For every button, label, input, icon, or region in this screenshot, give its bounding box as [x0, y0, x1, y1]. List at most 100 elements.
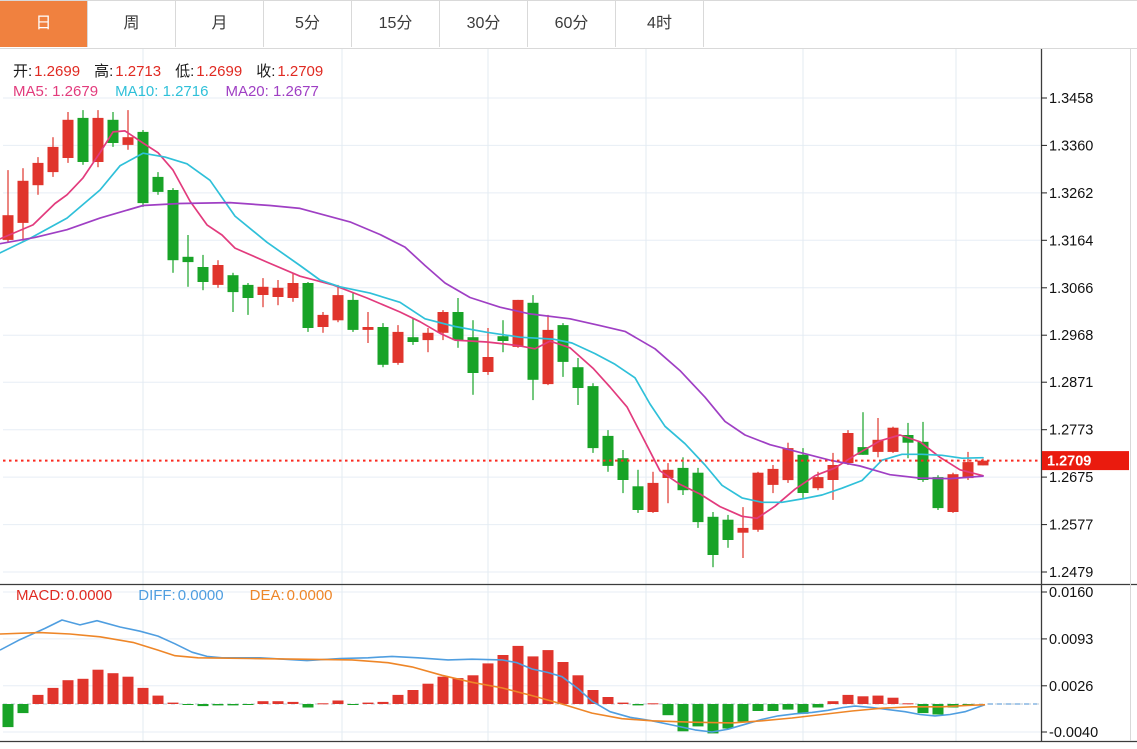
ma-label-ma20: MA20: 1.2677	[225, 83, 319, 100]
macd-histogram-bar	[482, 663, 494, 704]
macd-histogram-bar	[422, 683, 434, 704]
macd-histogram-bar	[857, 696, 869, 704]
macd-histogram-bar	[812, 704, 824, 708]
macd-histogram-bar	[272, 701, 284, 704]
candle-body	[902, 435, 914, 443]
ohlc-item-1: 高: 1.2713	[94, 63, 162, 80]
macd-histogram-bar	[92, 669, 104, 704]
candle-body	[782, 448, 794, 481]
macd-histogram-bar	[137, 687, 149, 704]
macd-histogram-bar	[887, 697, 899, 704]
candle-body	[842, 433, 854, 463]
candle-body	[347, 299, 359, 330]
candle-body	[212, 265, 224, 285]
candle-body	[722, 519, 734, 540]
tab-60min[interactable]: 60分	[528, 1, 616, 47]
macd-histogram-bar	[317, 703, 329, 705]
ma-readout: MA5: 1.2679 MA10: 1.2716 MA20: 1.2677	[13, 83, 319, 100]
macd-histogram-bar	[62, 680, 74, 704]
tab-weekly[interactable]: 周	[88, 1, 176, 47]
macd-histogram-bar	[212, 704, 224, 706]
macd-histogram-bar	[122, 676, 134, 704]
macd-histogram-bar	[737, 704, 749, 722]
macd-histogram-bar	[167, 702, 179, 704]
macd-histogram-bar	[617, 702, 629, 704]
current-price-tag-label: 1.2709	[1047, 454, 1091, 470]
axis-tick-label: 1.3458	[1049, 91, 1093, 107]
candle-body	[422, 332, 434, 341]
axis-tick-label: 1.2675	[1049, 470, 1093, 486]
macd-histogram-bar	[677, 704, 689, 732]
tab-monthly[interactable]: 月	[176, 1, 264, 47]
candle-body	[497, 336, 509, 341]
candle-body	[512, 299, 524, 347]
tab-4hour[interactable]: 4时	[616, 1, 704, 47]
macd-histogram-bar	[257, 701, 269, 704]
candle-body	[617, 458, 629, 480]
macd-histogram-bar	[872, 695, 884, 704]
diff-line	[0, 619, 986, 733]
candle-body	[962, 462, 974, 479]
axis-tick-label: 1.2968	[1049, 328, 1093, 344]
candle-body	[32, 162, 44, 186]
ohlc-readout: 开: 1.2699 高: 1.2713 低: 1.2699 收: 1.2709	[13, 60, 323, 81]
macd-histogram-bar	[797, 704, 809, 714]
candle-body	[887, 427, 899, 452]
macd-histogram-bar	[302, 704, 314, 708]
axis-tick-label: 1.3164	[1049, 233, 1093, 249]
candle-body	[602, 435, 614, 466]
macd-histogram-bar	[437, 676, 449, 704]
candle-body	[572, 367, 584, 388]
candle-body	[362, 327, 374, 330]
macd-histogram-bar	[602, 697, 614, 704]
macd-histogram-bar	[917, 704, 929, 714]
candle-body	[92, 117, 104, 162]
candle-body	[122, 137, 134, 145]
candle-body	[17, 180, 29, 223]
candle-body	[677, 467, 689, 491]
candle-body	[257, 286, 269, 295]
macd-histogram-bar	[407, 690, 419, 704]
candle-body	[692, 472, 704, 523]
macd-histogram-bar	[497, 655, 509, 704]
ma5-line	[0, 130, 984, 520]
candle-body	[227, 275, 239, 293]
macd-histogram-bar	[17, 704, 29, 714]
axis-tick-label: 0.0093	[1049, 632, 1093, 648]
macd-histogram-bar	[647, 703, 659, 705]
macd-histogram-bar	[182, 704, 194, 705]
candle-body	[662, 469, 674, 478]
candle-body	[287, 283, 299, 298]
macd-histogram-bar	[107, 673, 119, 704]
macd-histogram-bar	[782, 704, 794, 710]
macd-histogram-bar	[707, 704, 719, 734]
macd-histogram-bar	[32, 694, 44, 704]
candle-body	[62, 119, 74, 158]
candle-body	[932, 477, 944, 509]
macd-histogram-bar	[722, 704, 734, 729]
candle-body	[812, 477, 824, 489]
candle-body	[707, 516, 719, 555]
candle-body	[2, 215, 14, 240]
axis-tick-label: 1.3066	[1049, 281, 1093, 297]
tab-15min[interactable]: 15分	[352, 1, 440, 47]
candle-body	[182, 256, 194, 263]
macd-histogram-bar	[227, 704, 239, 706]
macd-histogram-bar	[692, 704, 704, 727]
candle-body	[437, 312, 449, 333]
macd-histogram-bar	[452, 678, 464, 704]
macd-histogram-bar	[542, 650, 554, 704]
axis-tick-label: 1.3360	[1049, 138, 1093, 154]
ma-label-ma5: MA5: 1.2679	[13, 83, 99, 100]
tab-daily[interactable]: 日	[0, 1, 88, 47]
candle-body	[197, 267, 209, 282]
tab-30min[interactable]: 30分	[440, 1, 528, 47]
candle-body	[647, 482, 659, 512]
ohlc-item-2: 低: 1.2699	[175, 63, 243, 80]
macd-histogram-bar	[347, 704, 359, 705]
tab-5min[interactable]: 5分	[264, 1, 352, 47]
candle-body	[407, 337, 419, 342]
dea-line	[0, 631, 986, 724]
macd-histogram-bar	[197, 704, 209, 707]
